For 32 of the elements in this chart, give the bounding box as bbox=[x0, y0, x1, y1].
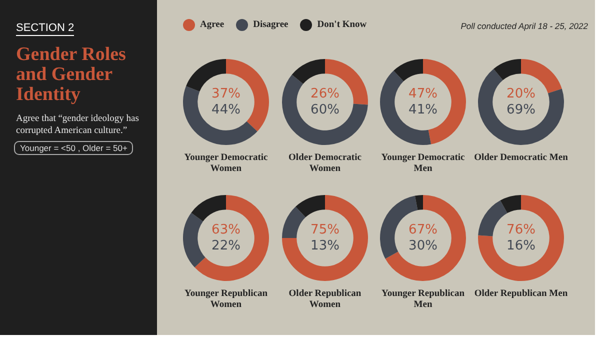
text: 37% bbox=[212, 86, 240, 102]
text: 75% bbox=[310, 222, 340, 238]
text: Older Republican Women bbox=[288, 289, 362, 310]
text: Younger Democratic Men bbox=[380, 153, 466, 174]
text: 22% bbox=[212, 238, 240, 254]
text: 13% bbox=[310, 238, 340, 254]
text: 20% bbox=[506, 86, 536, 102]
text: 60% bbox=[310, 102, 340, 118]
text: 76% bbox=[506, 222, 536, 238]
text: 16% bbox=[506, 238, 536, 254]
text: Older Democratic Women bbox=[288, 153, 362, 174]
text: Older Democratic Men bbox=[473, 153, 569, 164]
text: Younger Republican Men bbox=[380, 289, 466, 310]
legend-label: Disagree bbox=[252, 19, 288, 31]
text: Younger Republican Women bbox=[184, 289, 268, 310]
text: Older Republican Men bbox=[473, 289, 569, 300]
legend-label: Agree bbox=[199, 19, 224, 31]
text: Agree that “gender ideology has corrupted American culture.” bbox=[16, 113, 140, 137]
text: Younger = <50 , Older = 50+ bbox=[14, 141, 134, 155]
text: 63% bbox=[212, 222, 240, 238]
text: Gender Roles and Gender Identity bbox=[16, 44, 127, 105]
text: 41% bbox=[408, 102, 438, 118]
text: 47% bbox=[408, 86, 438, 102]
text: Poll conducted April 18 - 25, 2022 bbox=[460, 21, 588, 31]
text: SECTION 2 bbox=[16, 22, 74, 36]
text: 44% bbox=[212, 102, 240, 118]
legend-label: Don't Know bbox=[316, 19, 367, 31]
text: 26% bbox=[310, 86, 340, 102]
text: 30% bbox=[408, 238, 438, 254]
text: Younger Democratic Women bbox=[183, 153, 269, 174]
text: 69% bbox=[506, 102, 536, 118]
text: 67% bbox=[408, 222, 438, 238]
